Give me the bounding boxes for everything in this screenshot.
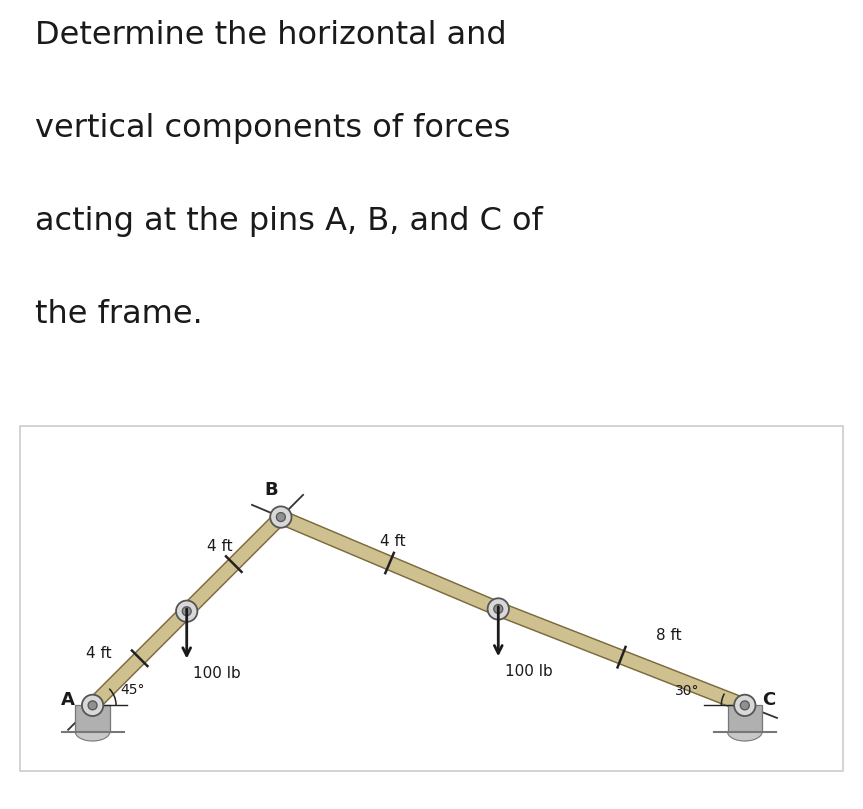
Polygon shape: [182, 512, 286, 616]
Circle shape: [270, 506, 292, 527]
Circle shape: [276, 513, 286, 522]
Text: C: C: [762, 692, 776, 709]
Text: 4 ft: 4 ft: [380, 534, 406, 549]
Polygon shape: [75, 731, 110, 741]
Text: 100 lb: 100 lb: [193, 667, 241, 681]
Polygon shape: [495, 603, 747, 712]
Text: 8 ft: 8 ft: [656, 628, 682, 642]
Circle shape: [734, 695, 755, 716]
FancyBboxPatch shape: [75, 705, 110, 731]
Text: A: A: [61, 692, 75, 709]
Polygon shape: [278, 510, 501, 616]
Circle shape: [88, 701, 97, 709]
Text: 4 ft: 4 ft: [207, 539, 233, 554]
Text: B: B: [265, 481, 278, 499]
Circle shape: [82, 695, 104, 716]
Polygon shape: [728, 731, 762, 741]
Text: the frame.: the frame.: [35, 299, 202, 330]
Circle shape: [740, 701, 749, 709]
Text: 30°: 30°: [675, 684, 700, 698]
Circle shape: [494, 604, 503, 613]
Text: vertical components of forces: vertical components of forces: [35, 113, 510, 144]
Text: acting at the pins A, B, and C of: acting at the pins A, B, and C of: [35, 206, 542, 237]
Circle shape: [182, 607, 192, 616]
Text: Determine the horizontal and: Determine the horizontal and: [35, 20, 506, 51]
Text: 45°: 45°: [120, 683, 145, 697]
Circle shape: [176, 600, 198, 622]
Polygon shape: [88, 606, 192, 710]
Text: 4 ft: 4 ft: [86, 646, 111, 661]
Text: 100 lb: 100 lb: [505, 664, 552, 680]
FancyBboxPatch shape: [728, 705, 762, 731]
Circle shape: [488, 599, 509, 620]
